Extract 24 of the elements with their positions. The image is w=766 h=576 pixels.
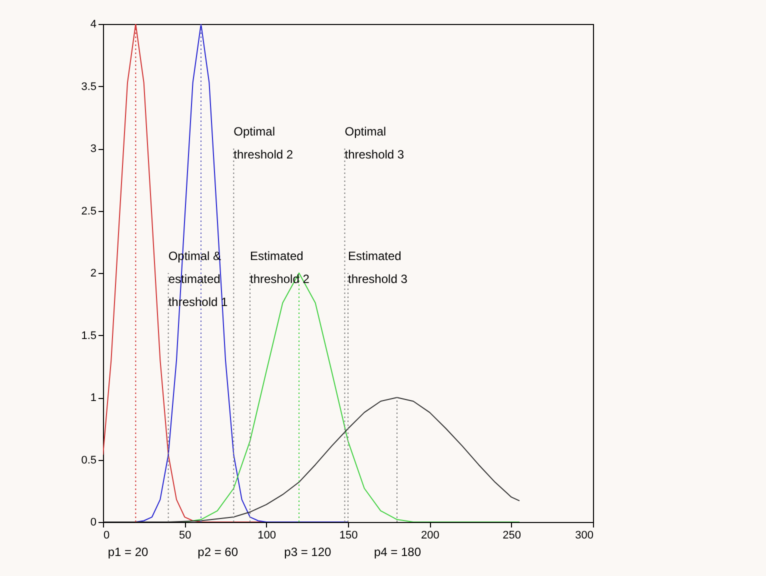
- y-tick-label: 1.5: [81, 330, 96, 342]
- annotation: Optimal threshold 3: [344, 124, 404, 162]
- y-tick-label: 3: [90, 143, 96, 155]
- y-tick-label: 2.5: [81, 205, 96, 218]
- x-tick-label: 150: [339, 530, 358, 542]
- text: p3 = 120: [284, 545, 332, 559]
- x-tick-label: 200: [420, 530, 440, 542]
- text: p1 = 20: [108, 545, 149, 559]
- x-tick-label: 50: [179, 530, 192, 542]
- line-series: [103, 397, 520, 522]
- annotation: Estimated threshold 3: [348, 249, 408, 286]
- x-tick-label: 250: [502, 530, 522, 542]
- y-tick-label: 2: [90, 268, 96, 280]
- y-tick-label: 1: [90, 392, 96, 404]
- annotation: Optimal threshold 2: [234, 124, 294, 162]
- y-tick-label: 4: [90, 18, 96, 30]
- x-tick-label: 0: [104, 530, 110, 542]
- x-tick-label: 100: [258, 530, 276, 542]
- y-tick-label: 0: [90, 516, 96, 528]
- text: p4 = 180: [374, 545, 422, 559]
- text: p2 = 60: [198, 545, 238, 559]
- x-tick-label: 300: [575, 530, 594, 542]
- y-tick-label: 0.5: [81, 454, 96, 466]
- y-tick-label: 3.5: [81, 80, 96, 93]
